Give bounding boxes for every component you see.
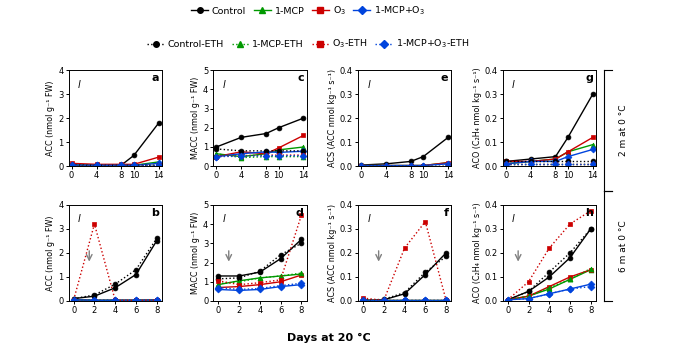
Y-axis label: ACO (C₂H₄ nmol kg⁻¹ s⁻¹): ACO (C₂H₄ nmol kg⁻¹ s⁻¹) bbox=[473, 203, 482, 303]
Text: h: h bbox=[585, 208, 593, 218]
Y-axis label: ACS (ACC nmol kg⁻¹ s⁻¹): ACS (ACC nmol kg⁻¹ s⁻¹) bbox=[328, 69, 337, 167]
Y-axis label: MACC (nmol g⁻¹ FW): MACC (nmol g⁻¹ FW) bbox=[191, 77, 200, 159]
Text: 2 m at 0 °C: 2 m at 0 °C bbox=[619, 105, 628, 156]
Text: f: f bbox=[443, 208, 449, 218]
Text: l: l bbox=[367, 80, 370, 90]
Text: l: l bbox=[223, 214, 225, 224]
Text: l: l bbox=[78, 214, 81, 224]
Text: d: d bbox=[296, 208, 303, 218]
Y-axis label: ACO (C₂H₄ nmol kg⁻¹ s⁻¹): ACO (C₂H₄ nmol kg⁻¹ s⁻¹) bbox=[473, 68, 482, 168]
Text: Days at 20 °C: Days at 20 °C bbox=[287, 333, 371, 343]
Text: l: l bbox=[512, 214, 514, 224]
Y-axis label: ACC (nmol g⁻¹ FW): ACC (nmol g⁻¹ FW) bbox=[47, 215, 55, 290]
Text: g: g bbox=[585, 73, 593, 83]
Text: a: a bbox=[151, 73, 159, 83]
Text: l: l bbox=[512, 80, 514, 90]
Text: b: b bbox=[151, 208, 159, 218]
Text: l: l bbox=[78, 80, 81, 90]
Y-axis label: ACC (nmol g⁻¹ FW): ACC (nmol g⁻¹ FW) bbox=[47, 80, 55, 156]
Legend: Control-ETH, 1-MCP-ETH, O$_3$-ETH, 1-MCP+O$_3$-ETH: Control-ETH, 1-MCP-ETH, O$_3$-ETH, 1-MCP… bbox=[147, 38, 469, 50]
Text: c: c bbox=[297, 73, 303, 83]
Y-axis label: ACS (ACC nmol kg⁻¹ s⁻¹): ACS (ACC nmol kg⁻¹ s⁻¹) bbox=[328, 204, 337, 302]
Text: e: e bbox=[441, 73, 449, 83]
Text: l: l bbox=[223, 80, 225, 90]
Y-axis label: MACC (nmol g⁻¹ FW): MACC (nmol g⁻¹ FW) bbox=[191, 212, 200, 294]
Text: l: l bbox=[367, 214, 370, 224]
Text: 6 m at 0 °C: 6 m at 0 °C bbox=[619, 220, 628, 272]
Legend: Control, 1-MCP, O$_3$, 1-MCP+O$_3$: Control, 1-MCP, O$_3$, 1-MCP+O$_3$ bbox=[191, 5, 425, 17]
